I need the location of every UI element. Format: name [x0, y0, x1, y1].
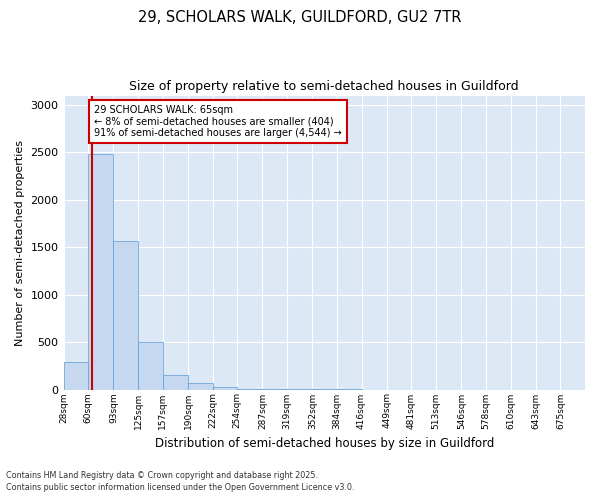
- Bar: [64, 362, 88, 390]
- Y-axis label: Number of semi-detached properties: Number of semi-detached properties: [15, 140, 25, 346]
- Text: 29, SCHOLARS WALK, GUILDFORD, GU2 7TR: 29, SCHOLARS WALK, GUILDFORD, GU2 7TR: [138, 10, 462, 25]
- Title: Size of property relative to semi-detached houses in Guildford: Size of property relative to semi-detach…: [130, 80, 519, 93]
- Bar: [212, 386, 237, 390]
- Bar: [237, 388, 262, 390]
- Bar: [163, 375, 188, 390]
- Bar: [88, 154, 113, 390]
- X-axis label: Distribution of semi-detached houses by size in Guildford: Distribution of semi-detached houses by …: [155, 437, 494, 450]
- Bar: [113, 241, 138, 390]
- Bar: [138, 342, 163, 390]
- Text: Contains HM Land Registry data © Crown copyright and database right 2025.
Contai: Contains HM Land Registry data © Crown c…: [6, 471, 355, 492]
- Bar: [188, 384, 212, 390]
- Text: 29 SCHOLARS WALK: 65sqm
← 8% of semi-detached houses are smaller (404)
91% of se: 29 SCHOLARS WALK: 65sqm ← 8% of semi-det…: [94, 105, 342, 138]
